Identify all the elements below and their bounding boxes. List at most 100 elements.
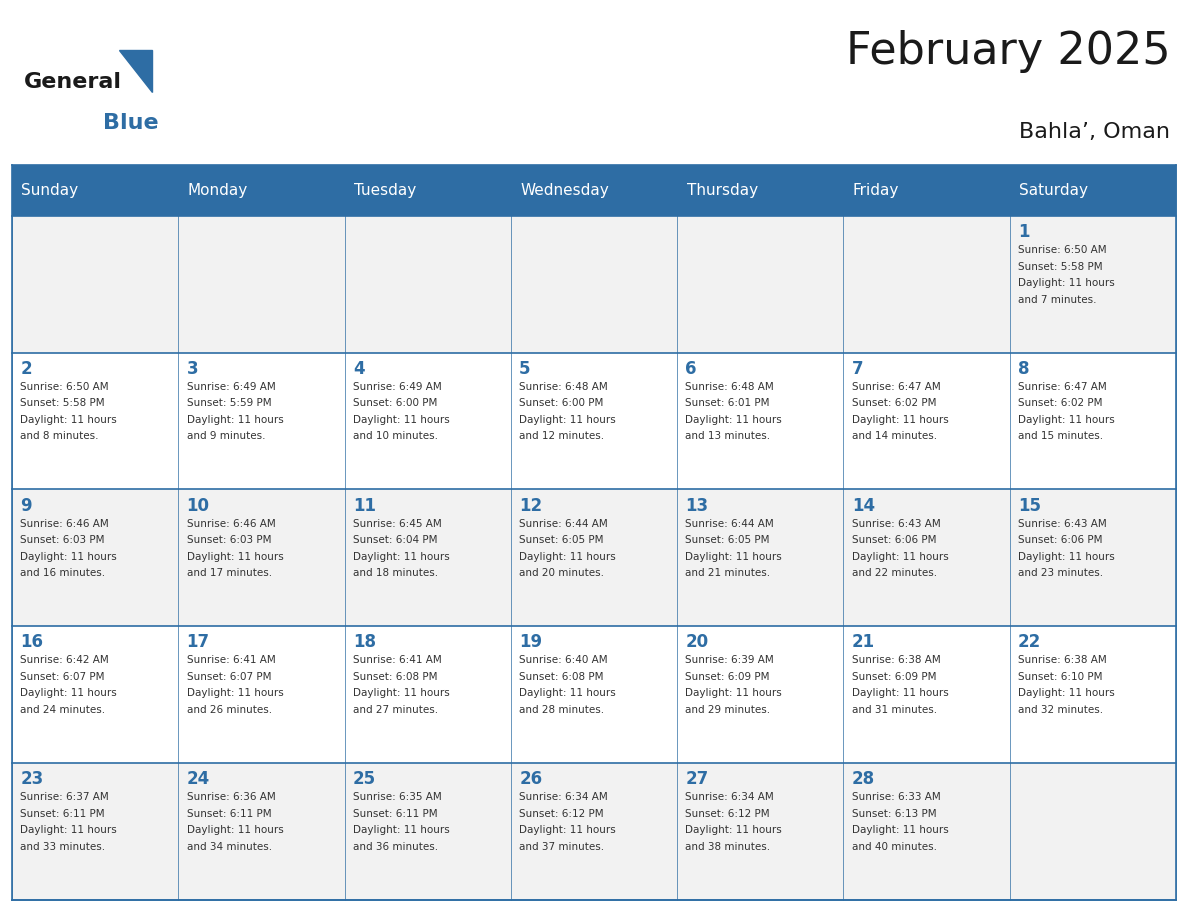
Text: Wednesday: Wednesday	[520, 183, 609, 198]
Text: Sunset: 6:07 PM: Sunset: 6:07 PM	[20, 672, 105, 682]
Text: Sunset: 6:12 PM: Sunset: 6:12 PM	[519, 809, 604, 819]
Text: and 32 minutes.: and 32 minutes.	[1018, 705, 1104, 715]
Text: and 29 minutes.: and 29 minutes.	[685, 705, 771, 715]
Text: Sunrise: 6:46 AM: Sunrise: 6:46 AM	[187, 519, 276, 529]
Text: Daylight: 11 hours: Daylight: 11 hours	[1018, 415, 1114, 425]
Text: 7: 7	[852, 360, 864, 378]
Bar	[178, 489, 345, 626]
Text: Daylight: 11 hours: Daylight: 11 hours	[353, 552, 449, 562]
Bar	[345, 165, 511, 216]
Text: Sunset: 6:07 PM: Sunset: 6:07 PM	[187, 672, 271, 682]
Text: Sunset: 6:12 PM: Sunset: 6:12 PM	[685, 809, 770, 819]
Text: Blue: Blue	[103, 113, 159, 133]
Text: and 28 minutes.: and 28 minutes.	[519, 705, 605, 715]
Bar	[345, 216, 511, 353]
Bar	[677, 489, 843, 626]
Text: Sunrise: 6:38 AM: Sunrise: 6:38 AM	[852, 655, 941, 666]
Text: and 33 minutes.: and 33 minutes.	[20, 842, 106, 852]
Text: Thursday: Thursday	[687, 183, 758, 198]
Text: and 7 minutes.: and 7 minutes.	[1018, 295, 1097, 305]
Text: Sunset: 6:05 PM: Sunset: 6:05 PM	[519, 535, 604, 545]
Text: Sunrise: 6:50 AM: Sunrise: 6:50 AM	[1018, 245, 1107, 255]
Text: and 20 minutes.: and 20 minutes.	[519, 568, 605, 578]
Text: and 21 minutes.: and 21 minutes.	[685, 568, 771, 578]
Text: and 13 minutes.: and 13 minutes.	[685, 431, 771, 442]
Text: Daylight: 11 hours: Daylight: 11 hours	[353, 415, 449, 425]
Text: and 34 minutes.: and 34 minutes.	[187, 842, 272, 852]
Bar	[511, 626, 677, 763]
Bar	[12, 353, 178, 489]
Text: Daylight: 11 hours: Daylight: 11 hours	[519, 415, 615, 425]
Text: Sunrise: 6:40 AM: Sunrise: 6:40 AM	[519, 655, 608, 666]
Text: Daylight: 11 hours: Daylight: 11 hours	[1018, 552, 1114, 562]
Bar	[677, 216, 843, 353]
Bar	[511, 489, 677, 626]
Bar	[677, 165, 843, 216]
Text: Sunrise: 6:45 AM: Sunrise: 6:45 AM	[353, 519, 442, 529]
Text: Sunrise: 6:43 AM: Sunrise: 6:43 AM	[852, 519, 941, 529]
Bar	[178, 216, 345, 353]
Bar	[1010, 165, 1176, 216]
Text: 20: 20	[685, 633, 708, 652]
Text: Daylight: 11 hours: Daylight: 11 hours	[685, 552, 782, 562]
Text: Sunrise: 6:39 AM: Sunrise: 6:39 AM	[685, 655, 775, 666]
Text: Daylight: 11 hours: Daylight: 11 hours	[685, 825, 782, 835]
Text: Daylight: 11 hours: Daylight: 11 hours	[20, 415, 116, 425]
Text: Sunset: 6:10 PM: Sunset: 6:10 PM	[1018, 672, 1102, 682]
Text: Sunset: 6:06 PM: Sunset: 6:06 PM	[1018, 535, 1102, 545]
Text: Sunrise: 6:49 AM: Sunrise: 6:49 AM	[187, 382, 276, 392]
Bar	[511, 763, 677, 900]
Text: 13: 13	[685, 497, 708, 515]
Text: and 36 minutes.: and 36 minutes.	[353, 842, 438, 852]
Bar	[178, 626, 345, 763]
Bar	[345, 626, 511, 763]
Text: 2: 2	[20, 360, 32, 378]
Text: Sunrise: 6:42 AM: Sunrise: 6:42 AM	[20, 655, 109, 666]
Text: Sunrise: 6:48 AM: Sunrise: 6:48 AM	[685, 382, 775, 392]
Text: Tuesday: Tuesday	[354, 183, 416, 198]
Text: 5: 5	[519, 360, 531, 378]
Text: Sunset: 6:08 PM: Sunset: 6:08 PM	[519, 672, 604, 682]
Text: and 26 minutes.: and 26 minutes.	[187, 705, 272, 715]
Text: 28: 28	[852, 770, 874, 789]
Text: and 10 minutes.: and 10 minutes.	[353, 431, 438, 442]
Text: Daylight: 11 hours: Daylight: 11 hours	[852, 825, 948, 835]
Bar	[1010, 763, 1176, 900]
Text: and 24 minutes.: and 24 minutes.	[20, 705, 106, 715]
Bar	[843, 353, 1010, 489]
Text: Daylight: 11 hours: Daylight: 11 hours	[187, 688, 283, 699]
Text: Sunrise: 6:36 AM: Sunrise: 6:36 AM	[187, 792, 276, 802]
Bar	[677, 626, 843, 763]
Text: Sunrise: 6:44 AM: Sunrise: 6:44 AM	[519, 519, 608, 529]
Bar	[1010, 626, 1176, 763]
Bar	[12, 626, 178, 763]
Text: Sunrise: 6:34 AM: Sunrise: 6:34 AM	[685, 792, 775, 802]
Bar	[843, 626, 1010, 763]
Text: and 37 minutes.: and 37 minutes.	[519, 842, 605, 852]
Text: Daylight: 11 hours: Daylight: 11 hours	[187, 552, 283, 562]
Text: and 40 minutes.: and 40 minutes.	[852, 842, 937, 852]
Text: Sunset: 6:11 PM: Sunset: 6:11 PM	[20, 809, 105, 819]
Text: Daylight: 11 hours: Daylight: 11 hours	[519, 825, 615, 835]
Bar	[677, 763, 843, 900]
Bar	[511, 165, 677, 216]
Text: Sunset: 6:06 PM: Sunset: 6:06 PM	[852, 535, 936, 545]
Text: 1: 1	[1018, 223, 1030, 241]
Bar	[12, 165, 178, 216]
Text: Sunset: 6:01 PM: Sunset: 6:01 PM	[685, 398, 770, 409]
Text: Daylight: 11 hours: Daylight: 11 hours	[187, 415, 283, 425]
Text: Sunset: 6:04 PM: Sunset: 6:04 PM	[353, 535, 437, 545]
Text: Daylight: 11 hours: Daylight: 11 hours	[519, 688, 615, 699]
Text: 9: 9	[20, 497, 32, 515]
Text: 26: 26	[519, 770, 542, 789]
Bar	[12, 763, 178, 900]
Bar	[12, 216, 178, 353]
Text: Sunset: 5:58 PM: Sunset: 5:58 PM	[1018, 262, 1102, 272]
Text: Sunset: 6:05 PM: Sunset: 6:05 PM	[685, 535, 770, 545]
Text: and 27 minutes.: and 27 minutes.	[353, 705, 438, 715]
Text: 16: 16	[20, 633, 43, 652]
Bar	[511, 216, 677, 353]
Text: Daylight: 11 hours: Daylight: 11 hours	[20, 552, 116, 562]
Text: General: General	[24, 72, 121, 92]
Text: Daylight: 11 hours: Daylight: 11 hours	[20, 688, 116, 699]
